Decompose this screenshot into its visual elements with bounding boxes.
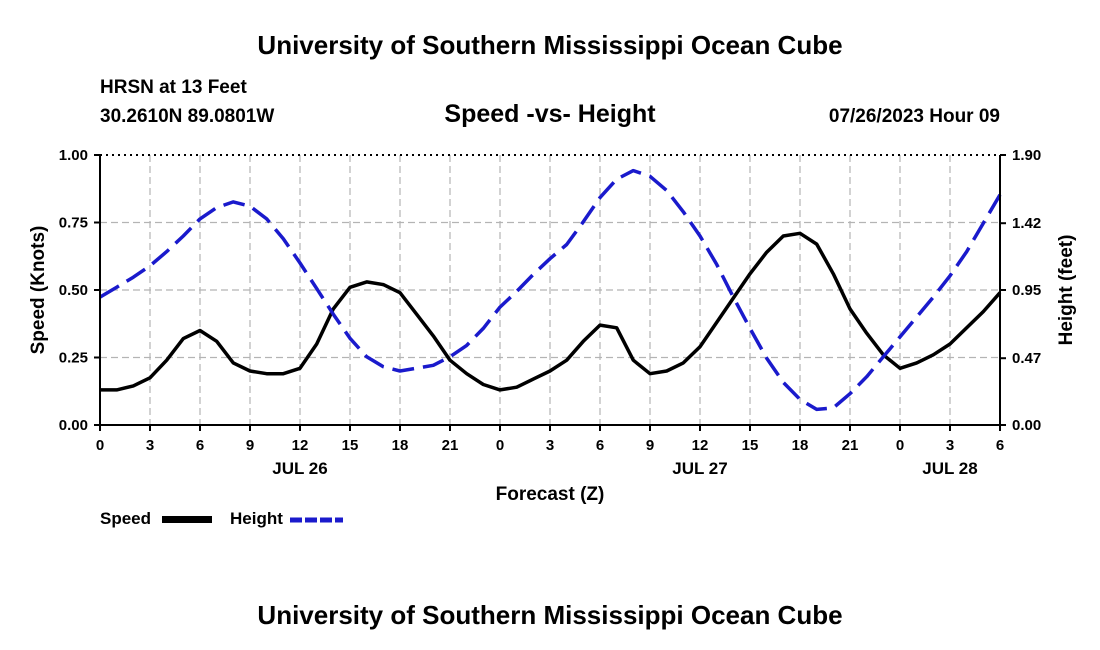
x-tick-label: 12 [292,437,309,454]
series-line-speed [100,231,1002,392]
y2-tick-label: 1.42 [1012,215,1041,232]
y2-tick-label: 0.95 [1012,282,1041,299]
coordinates-label: 30.2610N 89.0801W [100,106,275,127]
x-tick-label: 3 [146,437,154,454]
y2-tick-label: 1.90 [1012,147,1041,164]
x-tick-label: 15 [342,437,359,454]
datetime-label: 07/26/2023 Hour 09 [828,106,1000,127]
x-tick-label: 0 [896,437,904,454]
y-tick-label: 0.50 [59,282,88,299]
x-tick-label: 18 [792,437,809,454]
y-axis-label: Speed (Knots) [28,226,49,355]
x-tick-label: 12 [692,437,709,454]
date-label: JUL 27 [672,459,727,478]
x-axis-label: Forecast (Z) [496,484,605,505]
x-tick-label: 18 [392,437,409,454]
y-tick-label: 0.75 [59,215,88,232]
date-label: JUL 28 [922,459,977,478]
page-title: University of Southern Mississippi Ocean… [257,30,843,60]
x-tick-label: 0 [496,437,504,454]
y-tick-label: 1.00 [59,147,88,164]
x-tick-label: 0 [96,437,104,454]
legend-height-swatch [290,517,343,523]
x-tick-label: 6 [996,437,1004,454]
y2-tick-label: 0.00 [1012,417,1041,434]
chart-title: Speed -vs- Height [444,100,656,128]
x-tick-label: 21 [442,437,459,454]
speed-height-chart: 0 3 6 9 12 15 18 21 0 3 6 9 12 15 18 21 0 3 6 JUL 26 JUL 27 J… [28,147,1077,505]
date-label: JUL 26 [272,459,327,478]
y-tick-label: 0.25 [59,350,88,367]
station-label: HRSN at 13 Feet [100,77,247,98]
x-tick-label: 9 [246,437,254,454]
x-tick-label: 9 [646,437,654,454]
x-tick-label: 15 [742,437,759,454]
legend-height-label: Height [230,509,283,528]
y-tick-label: 0.00 [59,417,88,434]
series-layer [99,168,1002,412]
legend-speed-swatch [162,516,212,523]
y2-tick-label: 0.47 [1012,350,1041,367]
axes: 0 3 6 9 12 15 18 21 0 3 6 9 12 15 18 21 0 3 6 JUL 26 JUL 27 J… [59,147,1041,478]
x-tick-label: 21 [842,437,859,454]
series-line-height [99,168,1002,412]
x-tick-label: 3 [546,437,554,454]
x-tick-label: 3 [946,437,954,454]
y2-axis-label: Height (feet) [1056,235,1077,346]
x-tick-label: 6 [196,437,204,454]
grid [100,155,1000,425]
footer-title: University of Southern Mississippi Ocean… [257,600,843,630]
legend-speed-label: Speed [100,509,152,528]
x-tick-label: 6 [596,437,604,454]
